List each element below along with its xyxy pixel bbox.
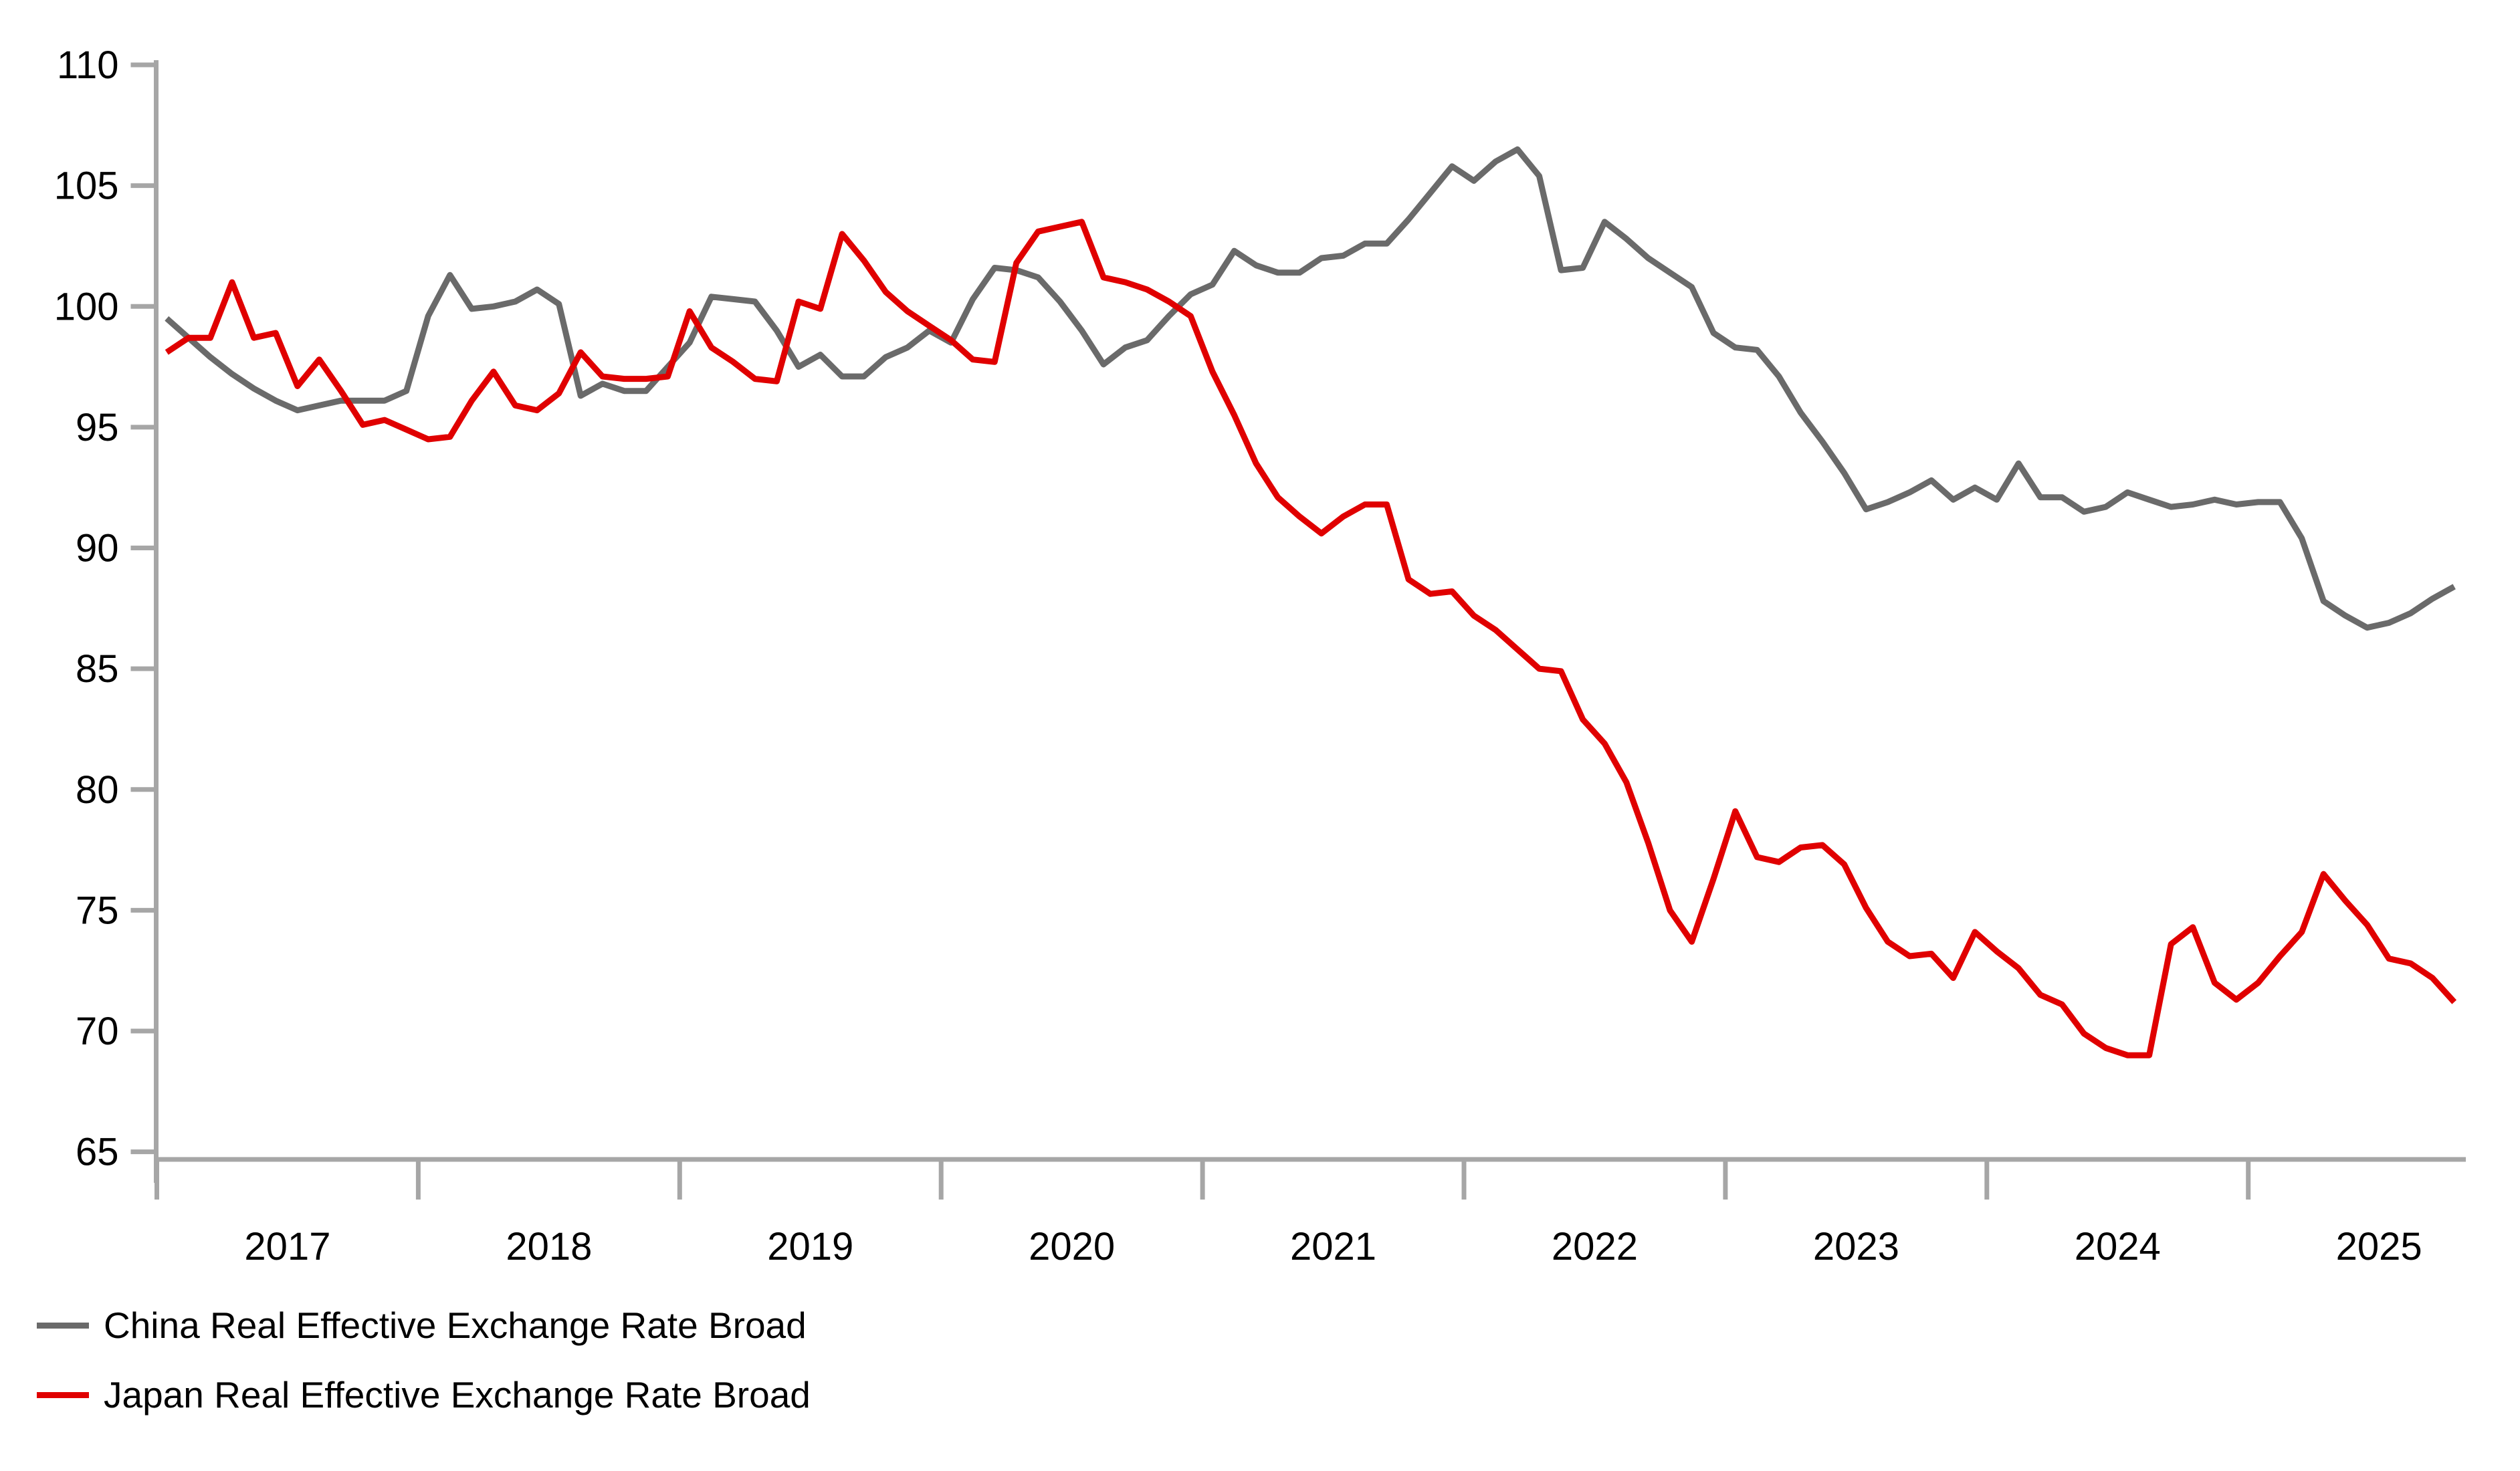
y-axis-tick-label: 105	[54, 164, 119, 208]
y-axis-tick-label: 75	[76, 889, 119, 932]
x-axis-year-label: 2019	[767, 1225, 853, 1268]
y-axis-tick-label: 110	[57, 43, 118, 87]
y-axis-tick-label: 90	[76, 527, 119, 570]
legend-label-china: China Real Effective Exchange Rate Broad	[104, 1305, 807, 1346]
y-axis-tick-label: 65	[76, 1131, 119, 1174]
y-axis-tick-label: 85	[76, 647, 119, 691]
y-axis-tick-label: 80	[76, 768, 119, 812]
china-reer-line	[165, 146, 2456, 631]
x-axis-year-label: 2022	[1552, 1225, 1638, 1268]
china-line-swatch-icon	[37, 1322, 89, 1329]
japan-reer-line	[165, 219, 2457, 1058]
x-axis-year-label: 2023	[1813, 1225, 1899, 1268]
chart-legend: China Real Effective Exchange Rate Broad…	[37, 1304, 811, 1416]
legend-label-japan: Japan Real Effective Exchange Rate Broad	[104, 1374, 811, 1416]
japan-line-swatch-icon	[37, 1391, 89, 1398]
x-axis-year-label: 2024	[2075, 1225, 2161, 1268]
legend-item-japan: Japan Real Effective Exchange Rate Broad	[37, 1373, 811, 1416]
x-axis-year-label: 2021	[1290, 1225, 1376, 1268]
legend-item-china: China Real Effective Exchange Rate Broad	[37, 1304, 811, 1347]
y-axis-tick-label: 70	[76, 1010, 119, 1053]
x-axis-year-label: 2017	[244, 1225, 330, 1268]
y-axis-tick-label: 100	[54, 285, 119, 328]
x-axis-year-label: 2020	[1029, 1225, 1115, 1268]
y-axis-tick-label: 95	[76, 406, 119, 449]
x-axis-year-label: 2025	[2336, 1225, 2422, 1268]
x-axis-year-label: 2018	[506, 1225, 592, 1268]
